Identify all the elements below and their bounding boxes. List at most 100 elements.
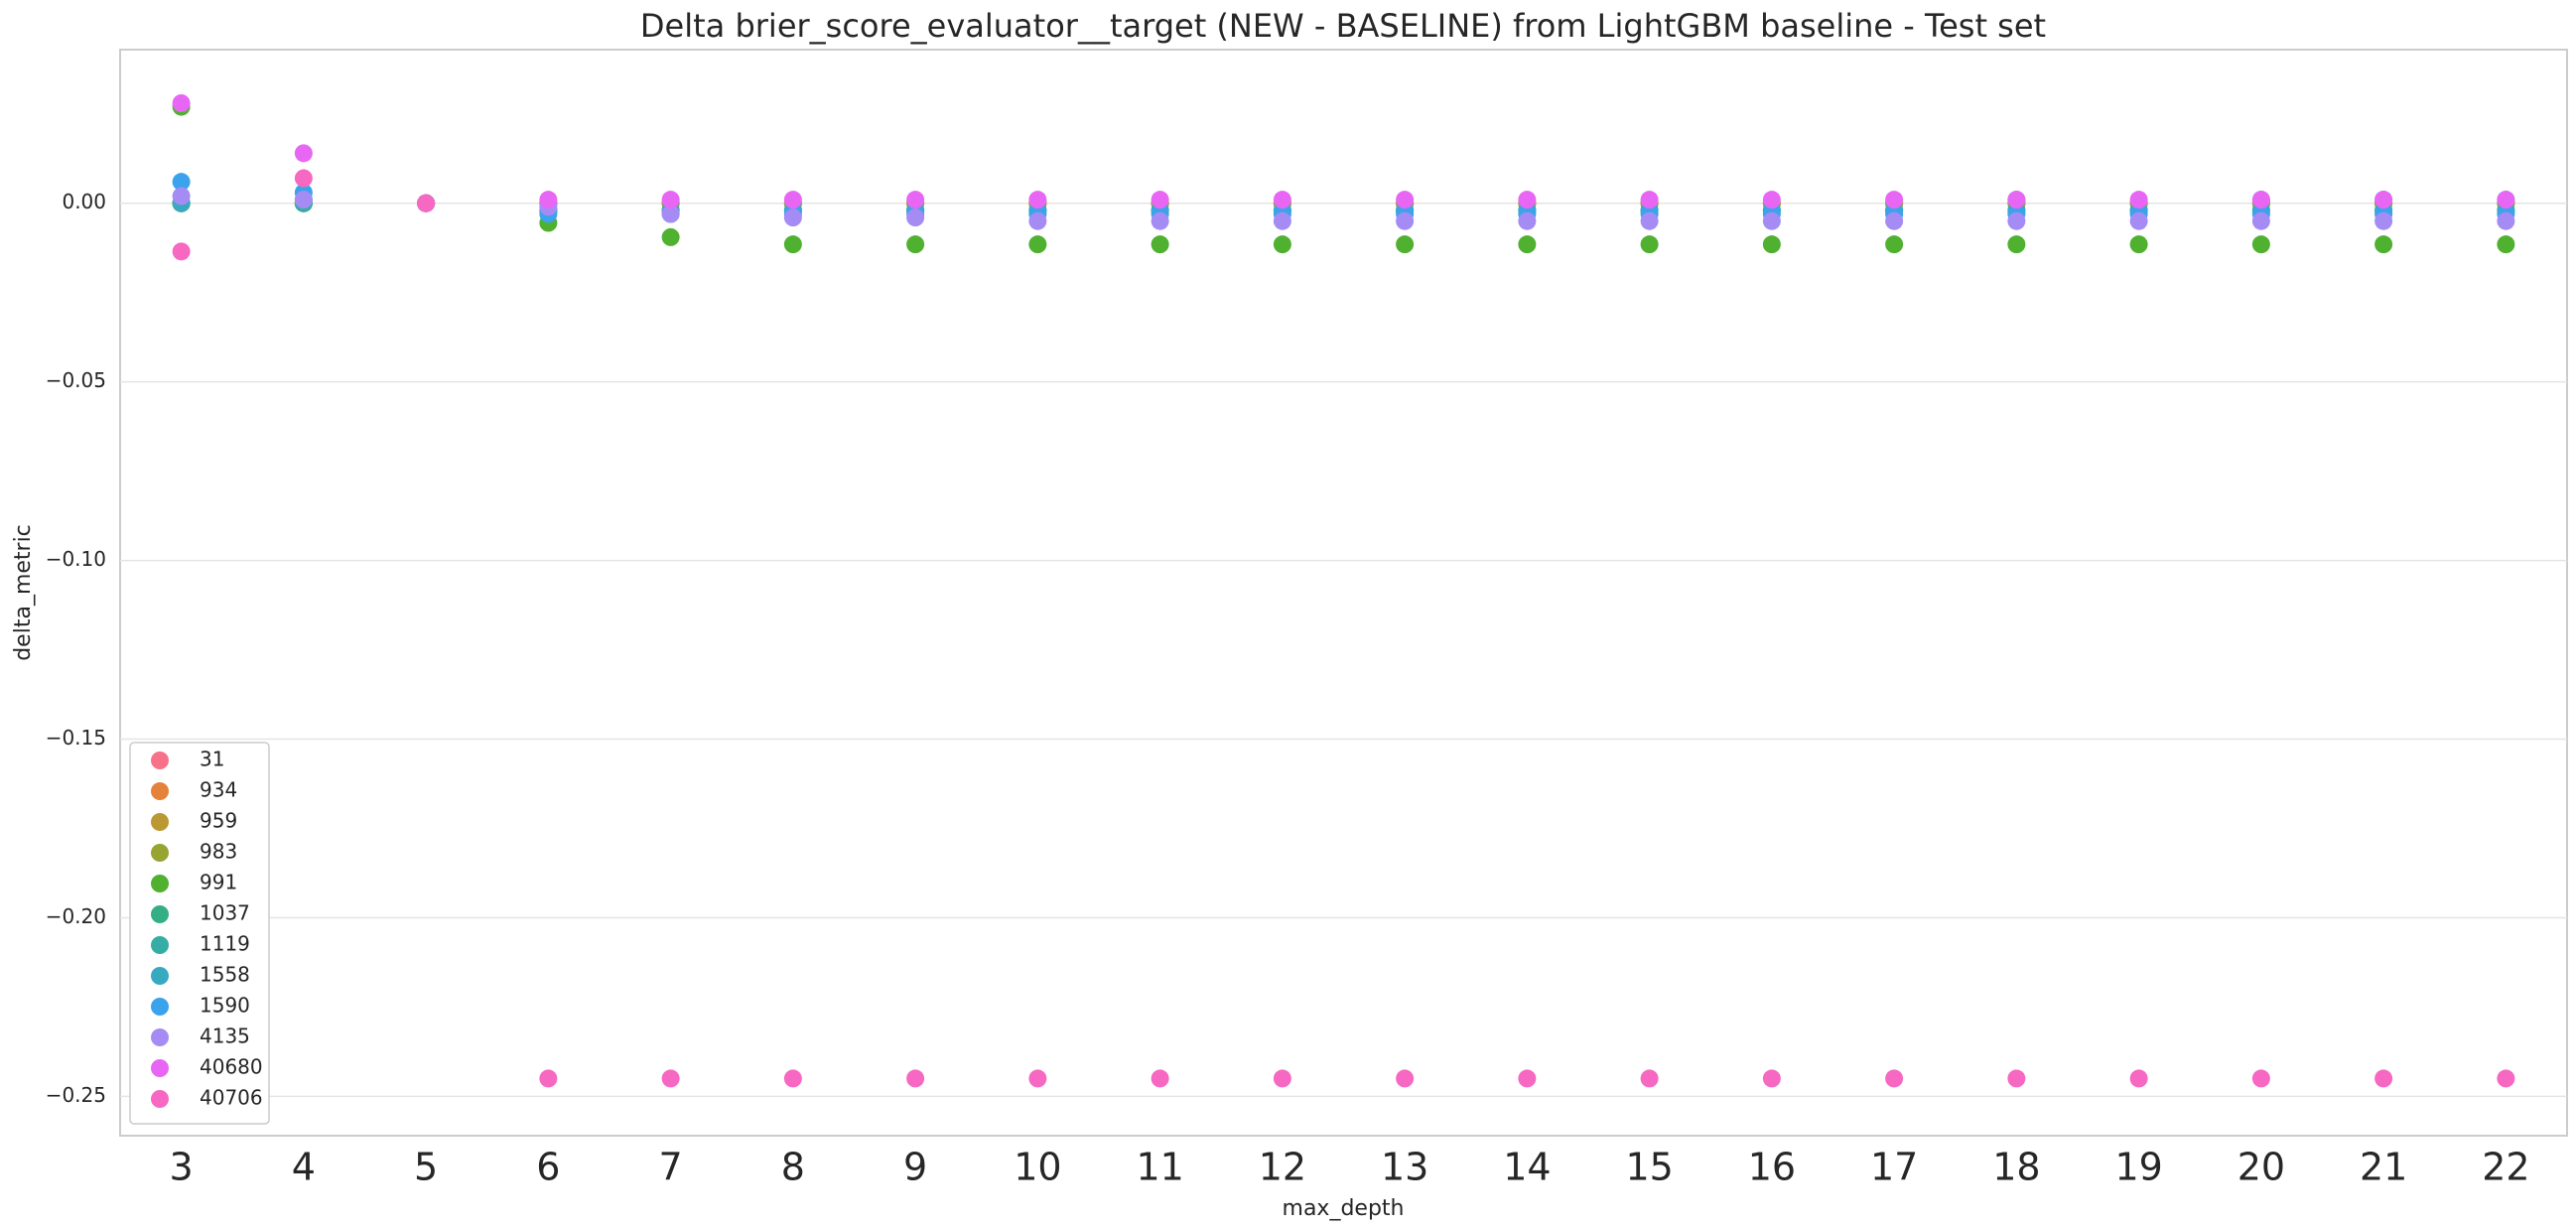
data-point (2374, 211, 2393, 230)
data-point (2129, 1069, 2148, 1088)
data-point (2497, 211, 2515, 230)
data-point (1762, 211, 1781, 230)
data-point (1885, 1069, 1904, 1088)
x-tick-label: 11 (1136, 1146, 1183, 1189)
plot-frame (119, 49, 2568, 1137)
legend-marker (151, 967, 169, 985)
data-point (1151, 211, 1169, 230)
x-tick-label: 8 (781, 1146, 805, 1189)
data-point (172, 242, 191, 261)
data-point (539, 191, 558, 209)
data-point (661, 1069, 680, 1088)
data-point (294, 144, 313, 163)
legend-label: 4135 (200, 1024, 250, 1048)
data-point (783, 191, 802, 209)
x-tick-label: 10 (1014, 1146, 1061, 1189)
data-point (661, 227, 680, 246)
data-point (1640, 1069, 1659, 1088)
y-tick-label: −0.05 (46, 368, 106, 392)
data-point (1396, 235, 1415, 254)
legend-marker (151, 782, 169, 800)
data-point (1396, 191, 1415, 209)
data-point (1518, 235, 1537, 254)
data-point (1518, 1069, 1537, 1088)
x-tick-label: 16 (1748, 1146, 1796, 1189)
legend-label: 31 (200, 748, 224, 771)
legend-box (129, 742, 270, 1125)
data-point (1762, 1069, 1781, 1088)
x-tick-label: 21 (2360, 1146, 2407, 1189)
x-tick-label: 17 (1870, 1146, 1918, 1189)
data-point (2007, 211, 2026, 230)
data-point (1762, 191, 1781, 209)
data-point (1762, 235, 1781, 254)
legend-marker (151, 905, 169, 923)
legend-label: 40706 (200, 1086, 263, 1110)
x-tick-label: 6 (536, 1146, 560, 1189)
y-tick-label: 0.00 (62, 190, 106, 213)
data-point (906, 208, 925, 227)
data-point (1273, 211, 1291, 230)
data-point (539, 1069, 558, 1088)
legend-label: 1558 (200, 963, 250, 987)
data-point (1028, 211, 1047, 230)
data-point (2251, 235, 2270, 254)
legend-marker (151, 751, 169, 769)
data-point (1273, 235, 1291, 254)
data-point (2374, 235, 2393, 254)
data-point (1151, 235, 1169, 254)
legend-label: 959 (200, 809, 237, 833)
legend-label: 1590 (200, 994, 250, 1018)
data-point (1396, 1069, 1415, 1088)
data-point (417, 194, 436, 212)
data-point (294, 191, 313, 209)
data-point (2497, 1069, 2515, 1088)
data-point (2007, 1069, 2026, 1088)
data-point (1640, 211, 1659, 230)
x-tick-label: 22 (2482, 1146, 2529, 1189)
data-point (1151, 191, 1169, 209)
data-point (906, 1069, 925, 1088)
legend-marker (151, 844, 169, 862)
x-tick-label: 18 (1992, 1146, 2040, 1189)
legend-marker (151, 875, 169, 892)
data-point (2129, 211, 2148, 230)
data-point (1151, 1069, 1169, 1088)
x-tick-label: 20 (2237, 1146, 2285, 1189)
data-point (2251, 1069, 2270, 1088)
y-tick-label: −0.15 (46, 726, 106, 750)
data-point (1518, 191, 1537, 209)
data-point (172, 93, 191, 112)
legend-marker (151, 998, 169, 1016)
data-point (1518, 211, 1537, 230)
data-point (2007, 235, 2026, 254)
legend-marker (151, 813, 169, 831)
y-tick-label: −0.10 (46, 547, 106, 571)
data-point (1273, 1069, 1291, 1088)
y-tick-label: −0.20 (46, 904, 106, 928)
data-point (1640, 235, 1659, 254)
y-tick-label: −0.25 (46, 1083, 106, 1107)
data-point (1396, 211, 1415, 230)
data-point (172, 173, 191, 192)
data-point (1028, 235, 1047, 254)
x-tick-label: 7 (659, 1146, 683, 1189)
data-point (661, 191, 680, 209)
legend-label: 934 (200, 778, 237, 802)
x-tick-label: 12 (1259, 1146, 1306, 1189)
data-point (2374, 1069, 2393, 1088)
x-tick-label: 13 (1381, 1146, 1428, 1189)
data-point (2007, 191, 2026, 209)
data-point (661, 205, 680, 223)
data-point (294, 169, 313, 188)
legend-marker (151, 1059, 169, 1077)
data-point (906, 235, 925, 254)
legend-label: 991 (200, 871, 237, 894)
data-point (2251, 191, 2270, 209)
x-tick-label: 3 (170, 1146, 194, 1189)
legend-label: 983 (200, 840, 237, 864)
legend-label: 1037 (200, 901, 250, 925)
x-tick-label: 5 (414, 1146, 438, 1189)
